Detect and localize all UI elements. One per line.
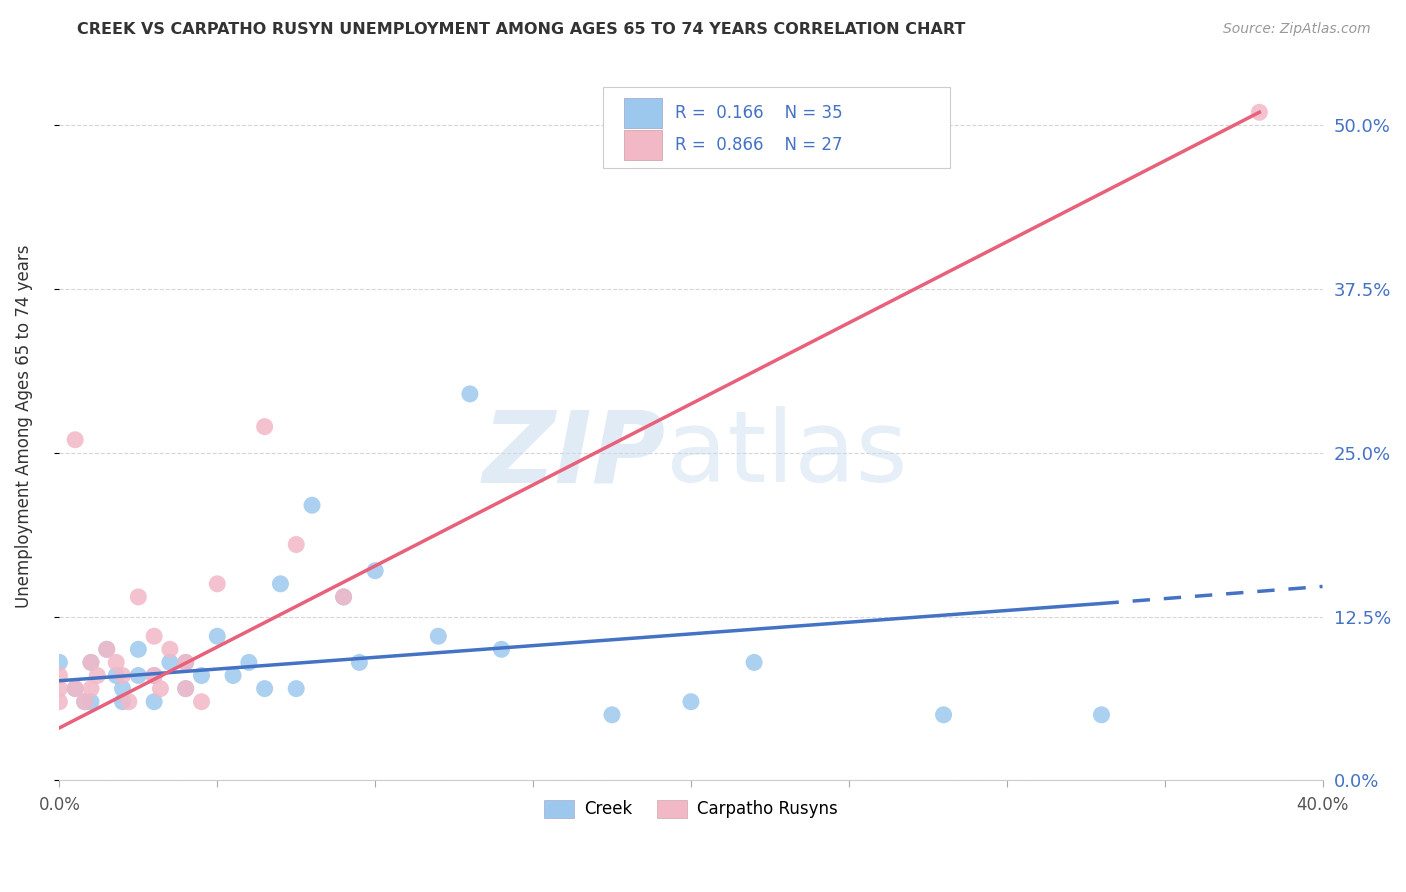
Point: [73, 695, 96, 709]
Point: [190, 668, 212, 682]
Text: R =  0.866    N = 27: R = 0.866 N = 27: [675, 136, 842, 154]
Point: [932, 707, 955, 722]
Point: [159, 656, 181, 670]
Point: [111, 668, 134, 682]
Point: [73, 695, 96, 709]
Point: [174, 656, 197, 670]
Point: [742, 656, 765, 670]
Point: [253, 419, 276, 434]
Point: [111, 681, 134, 696]
Point: [143, 629, 166, 643]
Point: [105, 668, 128, 682]
Point: [207, 577, 229, 591]
FancyBboxPatch shape: [603, 87, 950, 169]
Point: [143, 668, 166, 682]
Point: [86, 668, 108, 682]
FancyBboxPatch shape: [624, 130, 662, 160]
Point: [458, 387, 481, 401]
Point: [285, 537, 308, 551]
Y-axis label: Unemployment Among Ages 65 to 74 years: Unemployment Among Ages 65 to 74 years: [15, 245, 32, 608]
Point: [222, 668, 245, 682]
Point: [600, 707, 623, 722]
Point: [364, 564, 387, 578]
Point: [48, 656, 70, 670]
Point: [127, 642, 149, 657]
Point: [174, 681, 197, 696]
Point: [63, 681, 86, 696]
Point: [1090, 707, 1112, 722]
FancyBboxPatch shape: [624, 98, 662, 128]
Point: [332, 590, 354, 604]
Point: [269, 577, 291, 591]
Text: R =  0.166    N = 35: R = 0.166 N = 35: [675, 104, 842, 122]
Point: [679, 695, 702, 709]
Point: [143, 668, 166, 682]
Point: [96, 642, 118, 657]
Point: [174, 681, 197, 696]
Point: [207, 629, 229, 643]
Point: [190, 695, 212, 709]
Point: [80, 656, 103, 670]
Text: Source: ZipAtlas.com: Source: ZipAtlas.com: [1223, 22, 1371, 37]
Point: [143, 695, 166, 709]
Point: [127, 590, 149, 604]
Point: [332, 590, 354, 604]
Point: [253, 681, 276, 696]
Point: [127, 668, 149, 682]
Point: [301, 498, 323, 512]
Point: [48, 668, 70, 682]
Point: [63, 681, 86, 696]
Point: [80, 681, 103, 696]
Point: [349, 656, 371, 670]
Point: [96, 642, 118, 657]
Point: [174, 656, 197, 670]
Point: [491, 642, 513, 657]
Point: [48, 681, 70, 696]
Point: [105, 656, 128, 670]
Text: ZIP: ZIP: [482, 407, 665, 503]
Point: [63, 433, 86, 447]
Point: [149, 681, 172, 696]
Point: [427, 629, 450, 643]
Text: CREEK VS CARPATHO RUSYN UNEMPLOYMENT AMONG AGES 65 TO 74 YEARS CORRELATION CHART: CREEK VS CARPATHO RUSYN UNEMPLOYMENT AMO…: [77, 22, 966, 37]
Point: [1249, 105, 1271, 120]
Point: [159, 642, 181, 657]
Point: [285, 681, 308, 696]
Point: [48, 695, 70, 709]
Point: [111, 695, 134, 709]
Text: atlas: atlas: [665, 407, 907, 503]
Legend: Creek, Carpatho Rusyns: Creek, Carpatho Rusyns: [537, 793, 845, 825]
Point: [80, 695, 103, 709]
Point: [118, 695, 141, 709]
Point: [80, 656, 103, 670]
Point: [238, 656, 260, 670]
